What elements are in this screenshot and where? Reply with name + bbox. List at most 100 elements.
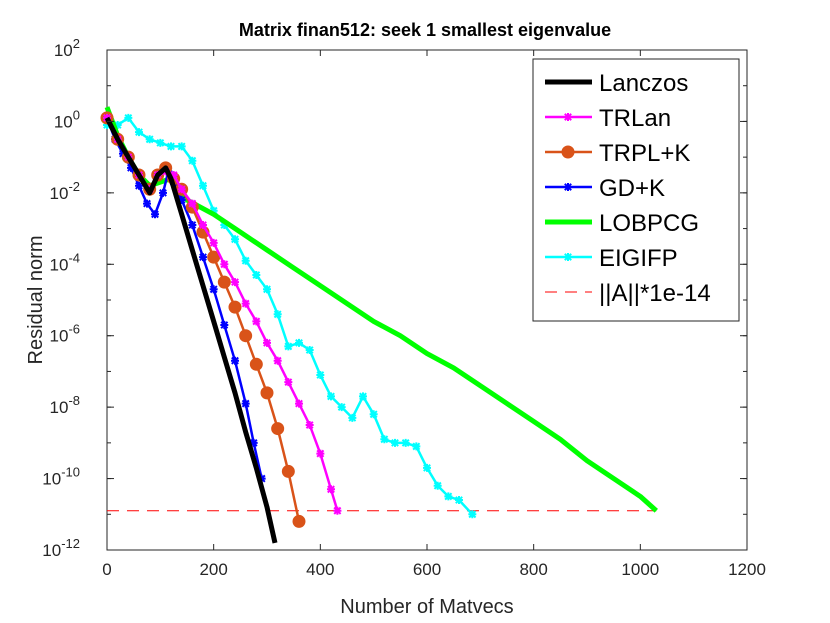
data-point — [249, 438, 258, 447]
data-point — [337, 403, 346, 412]
x-tick-label: 600 — [413, 560, 441, 579]
data-point — [188, 221, 197, 229]
data-point — [305, 346, 314, 354]
data-point — [359, 392, 367, 401]
y-tick-label: 10-6 — [50, 322, 80, 346]
data-point — [281, 464, 295, 478]
data-point — [156, 138, 165, 147]
data-point — [239, 329, 253, 343]
data-point — [295, 399, 303, 408]
data-point — [167, 142, 175, 151]
data-point — [252, 317, 261, 326]
data-point — [127, 163, 135, 172]
data-point — [199, 221, 207, 229]
data-point — [177, 185, 186, 194]
legend-item-gd-k: GD+K — [545, 175, 665, 202]
legend-label: ||A||*1e-14 — [599, 280, 711, 307]
data-point — [327, 485, 335, 494]
legend-label: TRLan — [599, 105, 671, 132]
data-point — [316, 371, 325, 379]
legend-marker — [564, 113, 572, 121]
data-point — [305, 421, 314, 429]
data-point — [231, 278, 239, 287]
series-eigifp — [103, 113, 477, 519]
data-point — [444, 492, 453, 501]
data-point — [327, 392, 335, 401]
legend-marker — [564, 183, 572, 191]
data-point — [468, 510, 477, 519]
data-point — [241, 256, 250, 265]
y-tick-label: 100 — [54, 107, 80, 131]
data-point — [260, 386, 274, 400]
data-point — [423, 463, 431, 472]
x-tick-label: 1200 — [728, 560, 766, 579]
data-point — [316, 449, 325, 458]
x-tick-label: 800 — [519, 560, 547, 579]
data-point — [284, 378, 293, 387]
data-point — [401, 438, 410, 447]
data-point — [188, 156, 197, 165]
legend-item-trpl-k: TRPL+K — [545, 140, 690, 167]
data-point — [199, 181, 207, 190]
data-point — [252, 271, 261, 279]
data-point — [292, 514, 306, 528]
data-point — [228, 300, 242, 314]
axes-layer: 0 200 400 600 800 1000 1200 102 100 10-2 10-4 10-6 1… — [42, 36, 766, 579]
data-point — [177, 196, 186, 204]
data-point — [380, 435, 389, 444]
data-point — [177, 142, 186, 151]
data-point — [143, 199, 151, 208]
data-point — [220, 260, 229, 269]
data-point — [220, 321, 229, 329]
data-point — [412, 442, 421, 451]
data-point — [124, 113, 133, 122]
legend-label: LOBPCG — [599, 210, 699, 237]
series-line-lanczos — [104, 116, 278, 544]
data-point — [284, 342, 293, 351]
data-point — [348, 413, 357, 422]
data-point — [241, 399, 250, 408]
legend-item-lobpcg: LOBPCG — [545, 210, 699, 237]
data-point — [249, 357, 263, 371]
data-point — [209, 206, 218, 215]
data-point — [135, 181, 143, 190]
legend-item-lanczos: Lanczos — [545, 70, 688, 97]
x-tick-label: 1000 — [621, 560, 659, 579]
data-point — [209, 238, 218, 247]
y-tick-label: 10-4 — [50, 250, 80, 274]
data-point — [145, 135, 154, 144]
legend: Lanczos TRLan TRPL+K GD+K LOBPCG EIGIFP ||A||*… — [532, 58, 740, 322]
data-point — [209, 285, 218, 294]
data-point — [263, 285, 271, 294]
data-point — [273, 356, 282, 365]
data-point — [231, 235, 239, 244]
data-point — [217, 275, 231, 289]
chart-title: Matrix finan512: seek 1 smallest eigenva… — [239, 20, 611, 40]
data-point — [455, 496, 463, 504]
series-lanczos — [104, 116, 278, 544]
y-tick-label: 10-12 — [42, 536, 80, 560]
legend-item-trlan: TRLan — [545, 105, 671, 132]
legend-label: Lanczos — [599, 70, 688, 97]
data-point — [199, 253, 207, 262]
y-tick-label: 102 — [54, 36, 80, 60]
data-point — [391, 438, 399, 447]
data-point — [241, 299, 250, 308]
data-point — [103, 121, 111, 129]
x-tick-label: 0 — [102, 560, 111, 579]
x-axis-label: Number of Matvecs — [340, 596, 513, 618]
y-tick-label: 10-2 — [50, 179, 80, 203]
x-tick-label: 200 — [199, 560, 227, 579]
data-point — [231, 356, 239, 365]
data-point — [220, 221, 229, 229]
legend-item-eigifp: EIGIFP — [545, 245, 678, 272]
data-point — [113, 121, 122, 129]
data-point — [271, 422, 285, 436]
x-tick-label: 400 — [306, 560, 334, 579]
legend-marker — [564, 253, 572, 261]
y-tick-label: 10-8 — [50, 393, 80, 417]
data-point — [159, 188, 167, 197]
legend-label: EIGIFP — [599, 245, 678, 272]
data-point — [295, 338, 303, 347]
